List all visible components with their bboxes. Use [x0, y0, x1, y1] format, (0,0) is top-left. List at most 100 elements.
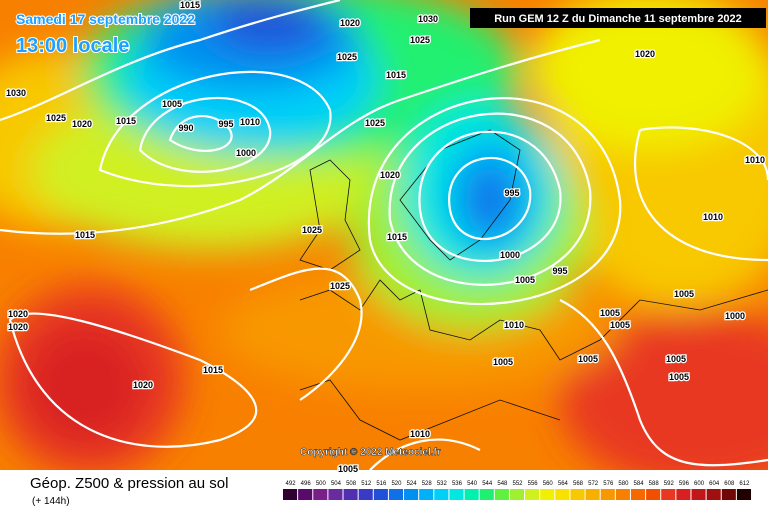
isobar-label: 1015	[386, 70, 406, 80]
legend-swatch	[555, 489, 570, 500]
isobar-label: 1010	[703, 212, 723, 222]
run-info: Run GEM 12 Z du Dimanche 11 septembre 20…	[494, 13, 742, 25]
isobar-label: 1030	[6, 88, 26, 98]
isobar-label: 1025	[46, 113, 66, 123]
isobar-label: 1005	[669, 372, 689, 382]
copyright: Copyright © 2022 Meteociel.fr	[300, 447, 441, 458]
isobar-label: 1020	[72, 119, 92, 129]
legend-label: 512	[361, 481, 372, 487]
legend-label: 492	[286, 481, 297, 487]
legend-label: 600	[694, 481, 705, 487]
legend-label: 568	[573, 481, 584, 487]
legend-label: 528	[422, 481, 433, 487]
legend-swatch	[419, 489, 434, 500]
legend-swatch	[706, 489, 721, 500]
legend-swatch	[585, 489, 600, 500]
legend-swatch	[525, 489, 540, 500]
isobar-label: 1010	[745, 155, 765, 165]
legend-label: 508	[346, 481, 357, 487]
legend-label: 608	[724, 481, 735, 487]
legend-swatch	[646, 489, 661, 500]
legend-label: 544	[482, 481, 493, 487]
isobar-label: 1005	[674, 289, 694, 299]
legend-label: 524	[407, 481, 418, 487]
isobar-label: 1005	[578, 354, 598, 364]
isobars	[0, 0, 768, 470]
run-box	[470, 8, 766, 28]
valid-date: Samedi 17 septembre 2022	[16, 11, 195, 27]
legend-swatch	[676, 489, 691, 500]
legend-swatch	[434, 489, 449, 500]
legend-swatch	[343, 489, 358, 500]
isobar-label: 1025	[410, 35, 430, 45]
legend-label: 604	[709, 481, 720, 487]
isobar-label: 995	[504, 188, 519, 198]
legend-label: 536	[452, 481, 463, 487]
coastline	[399, 129, 521, 261]
legend-swatch	[630, 489, 646, 500]
legend-label: 580	[618, 481, 629, 487]
isobar-label: 1010	[504, 320, 524, 330]
legend-label: 572	[588, 481, 599, 487]
legend-swatch	[404, 489, 419, 500]
legend-swatch	[388, 489, 404, 500]
isobar-label: 1025	[330, 281, 350, 291]
legend-swatch	[615, 489, 630, 500]
isobar-labels: 1015 1020 1030 1025 1025 1015 1030 1005 1025 1020…	[5, 0, 767, 475]
legend-label: 560	[543, 481, 554, 487]
legend-swatch	[449, 489, 464, 500]
isobar-label: 1005	[666, 354, 686, 364]
legend-label: 564	[558, 481, 569, 487]
color-legend: 492 496 500 504 508 512 516 520 524 528 532 536 540 5…	[283, 481, 751, 500]
map	[0, 0, 768, 470]
legend-label: 584	[634, 481, 645, 487]
coastline	[299, 379, 561, 441]
isobar-label: 1030	[418, 14, 438, 24]
legend-label: 576	[603, 481, 614, 487]
isobar-label: 1020	[635, 49, 655, 59]
coastline	[299, 279, 768, 361]
isobar-label: 1005	[610, 320, 630, 330]
legend-label: 612	[739, 481, 750, 487]
isobar-label: 1020	[340, 18, 360, 28]
legend-swatch	[479, 489, 494, 500]
isobar-label: 1015	[180, 0, 200, 10]
isobar-label: 1005	[338, 464, 358, 474]
isobar-label: 1010	[410, 429, 430, 439]
isobar-label: 995	[218, 119, 233, 129]
footer-title: Géop. Z500 & pression au sol	[30, 475, 228, 492]
legend-swatch	[570, 489, 585, 500]
isobar-label: 1015	[116, 116, 136, 126]
coastline	[299, 159, 361, 271]
legend-swatch	[600, 489, 615, 500]
legend-swatch	[298, 489, 313, 500]
isobar-label: 1005	[515, 275, 535, 285]
isobar-label: 1020	[8, 309, 28, 319]
legend-label: 548	[497, 481, 508, 487]
legend-swatch	[283, 489, 298, 500]
isobar-label: 990	[178, 123, 193, 133]
legend-label: 520	[391, 481, 402, 487]
legend-label: 588	[649, 481, 660, 487]
legend-swatch	[313, 489, 328, 500]
legend-swatch	[509, 489, 525, 500]
isobar-label: 1025	[365, 118, 385, 128]
legend-label: 556	[528, 481, 539, 487]
legend-swatch	[540, 489, 555, 500]
legend-swatch	[494, 489, 509, 500]
legend-label: 552	[512, 481, 523, 487]
isobar-label: 995	[552, 266, 567, 276]
legend-swatch	[358, 489, 373, 500]
isobar-label: 1005	[162, 99, 182, 109]
legend-swatch	[721, 489, 736, 500]
legend-swatch	[373, 489, 388, 500]
legend-label: 500	[316, 481, 327, 487]
legend-label: 592	[664, 481, 675, 487]
legend-label: 532	[437, 481, 448, 487]
local-time: 13:00 locale	[16, 35, 129, 57]
legend-swatch	[691, 489, 706, 500]
lead-time: (+ 144h)	[32, 496, 70, 507]
isobar-label: 1005	[600, 308, 620, 318]
isobar-label: 1000	[725, 311, 745, 321]
